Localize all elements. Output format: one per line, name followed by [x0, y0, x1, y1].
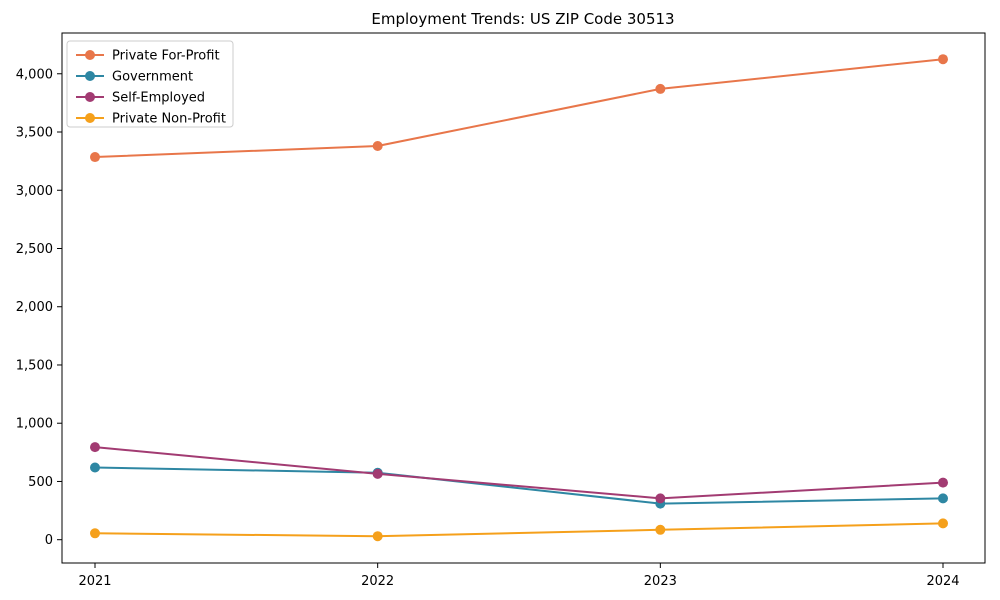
- data-point-self-employed: [938, 477, 949, 488]
- data-point-private-for-profit: [938, 54, 949, 65]
- legend-item-label: Government: [112, 70, 193, 85]
- legend: Private For-Profit Government Self-Employe…: [66, 40, 234, 128]
- data-point-government: [938, 493, 949, 504]
- data-point-self-employed: [372, 468, 383, 479]
- data-point-government: [90, 462, 100, 473]
- series-line-private-for-profit: [94, 58, 945, 159]
- y-tick-label: 2,500: [16, 242, 53, 257]
- y-tick-label: 4,000: [16, 67, 53, 82]
- x-tick-label: 2021: [78, 574, 111, 589]
- legend-marker-icon: [85, 50, 95, 60]
- data-point-self-employed: [90, 442, 100, 453]
- y-tick-label: 3,000: [16, 184, 53, 199]
- x-tick-label: 2023: [644, 574, 677, 589]
- legend-item-private-for-profit: Private For-Profit: [76, 49, 220, 64]
- plot-area-spines: [61, 32, 986, 564]
- data-point-private-for-profit: [90, 152, 100, 163]
- y-tick-label: 1,000: [16, 417, 53, 432]
- legend-marker-icon: [85, 92, 95, 102]
- data-point-private-non-profit: [372, 531, 383, 542]
- series-line-self-employed: [94, 446, 945, 500]
- legend-marker-icon: [85, 113, 95, 123]
- legend-item-private-non-profit: Private Non-Profit: [76, 112, 226, 127]
- series-line-private-non-profit: [94, 522, 945, 538]
- legend-item-label: Self-Employed: [112, 91, 205, 106]
- y-tick-label: 500: [28, 475, 53, 490]
- data-point-private-for-profit: [655, 83, 666, 94]
- y-tick-label: 1,500: [16, 358, 53, 373]
- legend-item-label: Private For-Profit: [112, 49, 220, 64]
- series-line-government: [94, 466, 945, 505]
- legend-item-label: Private Non-Profit: [112, 112, 226, 127]
- y-tick-label: 0: [45, 533, 53, 548]
- legend-marker-icon: [85, 71, 95, 81]
- legend-box: [66, 40, 234, 128]
- y-tick-label: 2,000: [16, 300, 53, 315]
- x-tick-label: 2024: [926, 574, 959, 589]
- data-point-private-for-profit: [372, 140, 383, 151]
- x-tick-label: 2022: [361, 574, 394, 589]
- data-point-private-non-profit: [938, 518, 949, 529]
- chart-title: Employment Trends: US ZIP Code 30513: [371, 10, 674, 28]
- legend-item-government: Government: [76, 70, 193, 85]
- legend-item-self-employed: Self-Employed: [76, 91, 205, 106]
- data-point-private-non-profit: [90, 528, 100, 539]
- y-tick-label: 3,500: [16, 126, 53, 141]
- data-point-self-employed: [655, 493, 666, 504]
- data-point-private-non-profit: [655, 524, 666, 535]
